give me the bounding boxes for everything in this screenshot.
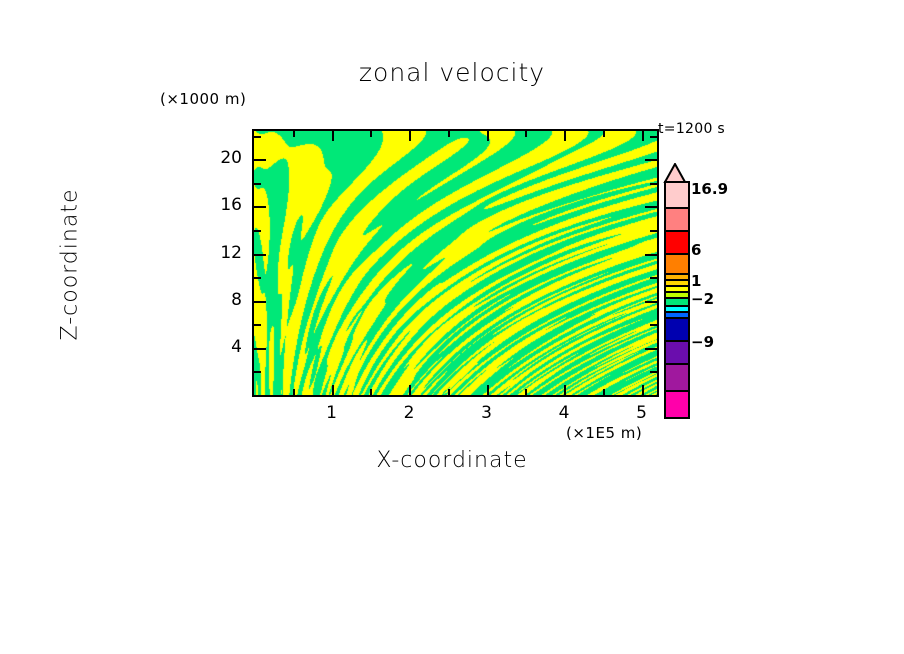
time-annotation: t=1200 s: [658, 121, 725, 137]
y-major-tick: [645, 301, 657, 303]
x-axis-title: X-coordinate: [376, 448, 528, 473]
x-tick-label: 4: [558, 403, 570, 423]
x-tick-label: 1: [326, 403, 337, 423]
x-major-tick: [409, 385, 411, 395]
y-minor-tick: [254, 371, 261, 373]
y-tick-label: 16: [220, 195, 242, 216]
x-major-tick: [332, 131, 334, 141]
colorbar-band: [666, 342, 688, 365]
colorbar-band: [666, 365, 688, 392]
y-major-tick: [254, 301, 266, 303]
colorbar-tick-label: 16.9: [691, 180, 729, 198]
contour-plot-area: [252, 129, 659, 397]
colorbar-band: [666, 275, 688, 281]
colorbar-band: [666, 319, 688, 342]
colorbar-tick-label: −2: [691, 289, 715, 308]
page-title: zonal velocity: [358, 58, 546, 87]
colorbar-tick-label: −9: [691, 332, 715, 351]
y-minor-tick: [254, 183, 261, 185]
y-minor-tick: [254, 136, 261, 138]
y-tick-label: 20: [220, 148, 242, 169]
colorbar-band: [666, 232, 688, 255]
x-minor-tick: [293, 389, 295, 395]
x-minor-tick: [603, 131, 605, 137]
colorbar-band: [666, 183, 688, 209]
x-major-tick: [487, 385, 489, 395]
colorbar-band: [666, 392, 688, 417]
colorbar: [664, 181, 690, 419]
y-tick-label: 12: [220, 242, 242, 263]
x-minor-tick: [525, 389, 527, 395]
y-axis-unit-label: (×1000 m): [160, 90, 247, 108]
x-minor-tick: [448, 131, 450, 137]
y-tick-label: 4: [231, 336, 242, 357]
velocity-field-canvas: [254, 131, 657, 395]
colorbar-band: [666, 255, 688, 275]
x-major-tick: [642, 131, 644, 141]
y-minor-tick: [650, 371, 657, 373]
x-major-tick: [564, 385, 566, 395]
y-minor-tick: [650, 136, 657, 138]
y-minor-tick: [650, 230, 657, 232]
y-minor-tick: [254, 324, 261, 326]
colorbar-bands: [666, 183, 688, 417]
y-minor-tick: [650, 324, 657, 326]
y-tick-label: 8: [231, 289, 242, 310]
colorbar-band: [666, 209, 688, 232]
colorbar-band: [666, 287, 688, 293]
y-axis-title: Z-coordinate: [57, 188, 83, 341]
colorbar-overflow-arrow: [663, 163, 687, 183]
y-minor-tick: [650, 277, 657, 279]
x-minor-tick: [293, 131, 295, 137]
x-major-tick: [332, 385, 334, 395]
x-tick-label: 3: [481, 403, 492, 423]
x-major-tick: [409, 131, 411, 141]
y-minor-tick: [254, 230, 261, 232]
x-major-tick: [564, 131, 566, 141]
y-major-tick: [645, 348, 657, 350]
x-minor-tick: [448, 389, 450, 395]
colorbar-tick-label: 6: [691, 240, 702, 259]
y-minor-tick: [254, 277, 261, 279]
x-tick-label: 2: [403, 403, 415, 423]
y-major-tick: [254, 206, 266, 208]
x-minor-tick: [603, 389, 605, 395]
x-minor-tick: [370, 131, 372, 137]
x-minor-tick: [525, 131, 527, 137]
colorbar-band: [666, 281, 688, 287]
x-major-tick: [487, 131, 489, 141]
y-major-tick: [645, 206, 657, 208]
x-major-tick: [642, 385, 644, 395]
y-major-tick: [254, 159, 266, 161]
y-minor-tick: [650, 183, 657, 185]
y-major-tick: [254, 348, 266, 350]
y-major-tick: [254, 254, 266, 256]
colorbar-tick-label: 1: [691, 271, 702, 290]
colorbar-band: [666, 313, 688, 319]
x-tick-label: 5: [636, 403, 647, 423]
x-minor-tick: [370, 389, 372, 395]
y-major-tick: [645, 159, 657, 161]
colorbar-band: [666, 307, 688, 313]
colorbar-band: [666, 293, 688, 299]
x-axis-unit-label: (×1E5 m): [566, 424, 643, 442]
colorbar-band: [666, 299, 688, 307]
y-major-tick: [645, 254, 657, 256]
